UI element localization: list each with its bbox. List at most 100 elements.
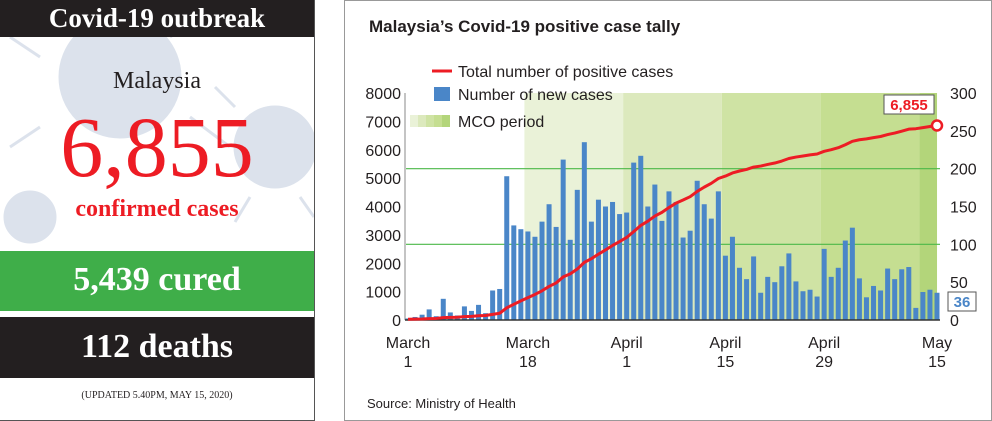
new-cases-bar <box>708 218 714 320</box>
new-cases-bar <box>419 314 425 320</box>
legend-bar-swatch <box>434 87 450 101</box>
mco-phase-band <box>721 93 821 320</box>
confirmed-count: 6,855 <box>60 99 254 195</box>
new-cases-bar <box>906 267 912 320</box>
left-axis-tick: 1000 <box>365 285 401 302</box>
x-axis-tick: 15 <box>928 354 946 371</box>
right-axis-tick: 100 <box>950 237 977 254</box>
new-cases-bar <box>878 290 884 320</box>
legend-mco-swatch <box>442 115 450 127</box>
new-cases-bar <box>856 278 862 320</box>
legend-mco-swatch <box>434 115 442 127</box>
new-cases-bar <box>729 236 735 320</box>
country-label: Malaysia <box>113 68 201 94</box>
new-cases-bar <box>835 267 841 320</box>
new-cases-bar <box>680 237 686 320</box>
left-axis-tick: 5000 <box>365 171 401 188</box>
new-cases-bar <box>786 253 792 320</box>
new-cases-bar <box>779 266 785 320</box>
new-cases-bar <box>461 306 467 320</box>
x-axis-tick: 15 <box>717 354 735 371</box>
new-cases-bar <box>807 289 813 320</box>
x-axis-tick: 29 <box>815 354 833 371</box>
new-cases-bar <box>751 256 757 320</box>
new-cases-bar <box>511 225 517 320</box>
new-cases-bar <box>821 248 827 320</box>
new-cases-bar <box>497 288 503 320</box>
new-cases-bar <box>518 229 524 320</box>
new-cases-bar <box>567 239 573 320</box>
new-cases-bar <box>652 184 658 320</box>
new-cases-bar <box>440 298 446 320</box>
new-cases-bar <box>744 279 750 320</box>
new-cases-bar <box>666 191 672 320</box>
new-cases-bar <box>899 269 905 320</box>
left-axis-tick: 0 <box>392 313 401 330</box>
new-cases-bar <box>722 255 728 320</box>
right-axis-tick: 0 <box>950 313 959 330</box>
new-cases-bar <box>426 309 432 320</box>
right-axis-tick: 250 <box>950 124 977 141</box>
new-cases-bar <box>617 214 623 320</box>
legend-total: Total number of positive cases <box>458 64 673 81</box>
new-cases-bar <box>490 290 496 320</box>
new-cases-bar <box>476 304 482 320</box>
left-axis-tick: 7000 <box>365 114 401 131</box>
new-cases-bar <box>715 191 721 320</box>
new-cases-bar <box>800 291 806 320</box>
new-cases-bar <box>673 201 679 320</box>
new-cases-bar <box>645 206 651 320</box>
new-cases-bar <box>885 268 891 320</box>
panel-header: Covid-19 outbreak <box>0 0 314 37</box>
left-axis-tick: 8000 <box>365 86 401 103</box>
cured-count: 5,439 cured <box>0 251 314 311</box>
new-cases-bar <box>772 282 778 320</box>
legend-mco-swatch <box>418 115 426 127</box>
new-cases-bar <box>602 206 608 320</box>
new-cases-bar <box>934 292 940 320</box>
total-end-marker <box>930 119 944 132</box>
new-cases-bar <box>828 276 834 320</box>
new-cases-bar <box>638 155 644 320</box>
new-cases-bar <box>560 159 566 320</box>
new-cases-bar <box>892 279 898 320</box>
legend-mco: MCO period <box>458 114 544 131</box>
mco-phase-band <box>919 93 938 320</box>
new-cases-bar <box>913 307 919 320</box>
x-axis-tick: March <box>506 335 550 352</box>
x-axis-tick: March <box>386 335 430 352</box>
new-cases-bar <box>920 292 926 320</box>
right-axis-tick: 150 <box>950 200 977 217</box>
legend-mco-swatch <box>426 115 434 127</box>
new-cases-bar <box>631 162 637 320</box>
left-axis-tick: 2000 <box>365 256 401 273</box>
new-cases-bar <box>659 220 665 320</box>
x-axis-tick: April <box>808 335 840 352</box>
left-axis-tick: 4000 <box>365 200 401 217</box>
new-end-label: 36 <box>954 294 971 311</box>
new-cases-bar <box>504 176 510 320</box>
new-cases-bar <box>842 240 848 320</box>
total-end-label-box <box>883 94 935 115</box>
new-end-label-box <box>947 291 977 312</box>
new-cases-bar <box>553 226 559 320</box>
right-axis-tick: 300 <box>950 86 977 103</box>
x-axis-tick: May <box>922 335 952 352</box>
total-end-label: 6,855 <box>890 97 928 114</box>
x-axis-tick: 1 <box>622 354 631 371</box>
summary-panel: Covid-19 outbreak Malaysia 6,855 confirm… <box>0 0 315 421</box>
virus-illustration <box>0 37 314 251</box>
new-cases-bar <box>687 230 693 320</box>
new-cases-bar <box>532 236 538 320</box>
left-axis-tick: 6000 <box>365 143 401 160</box>
new-cases-bar <box>871 285 877 320</box>
new-cases-bar <box>546 204 552 320</box>
new-cases-bar <box>765 276 771 320</box>
right-axis-tick: 200 <box>950 162 977 179</box>
new-cases-bar <box>539 221 545 320</box>
legend-mco-swatch <box>410 115 418 127</box>
right-axis-tick: 50 <box>950 275 968 292</box>
x-axis-tick: April <box>611 335 643 352</box>
new-cases-bar <box>610 201 616 320</box>
